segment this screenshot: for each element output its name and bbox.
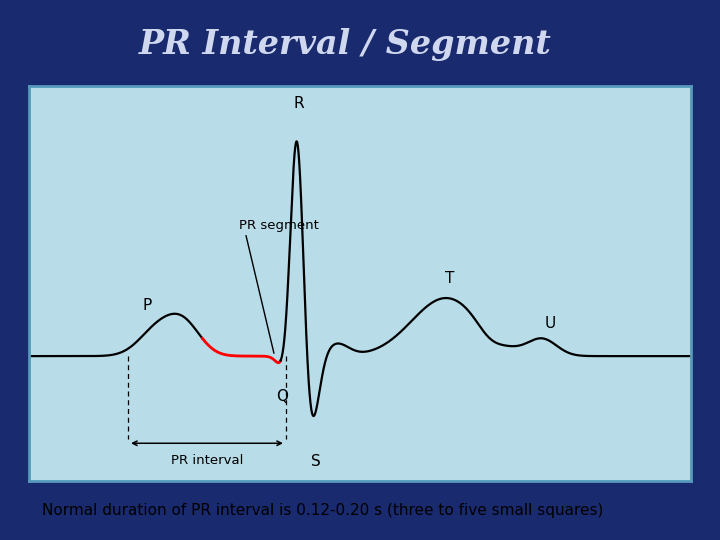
Text: PR interval: PR interval [171,454,243,467]
Text: R: R [293,96,304,111]
Text: Q: Q [276,389,288,404]
Text: Normal duration of PR interval is 0.12-0.20 s (three to five small squares): Normal duration of PR interval is 0.12-0… [42,503,603,518]
Text: PR Interval / Segment: PR Interval / Segment [139,28,552,61]
Text: P: P [142,298,151,313]
Text: U: U [544,316,555,331]
Text: S: S [312,454,321,469]
Text: T: T [445,271,454,286]
Text: PR segment: PR segment [240,219,319,232]
